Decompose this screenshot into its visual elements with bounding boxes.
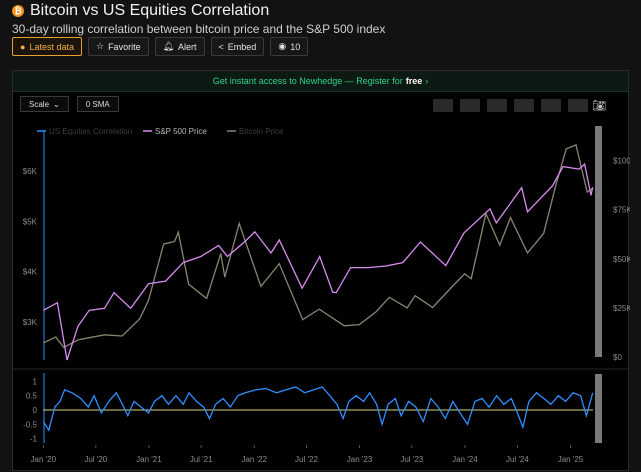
x-axis-tick-label: Jan '22 [241,455,267,464]
left-axis-tick: $4K [23,268,38,277]
range-button[interactable] [460,99,480,112]
right-axis-tick: $50K [613,255,630,264]
x-axis-tick-label: Jan '20 [31,455,57,464]
corr-axis-tick: -0.5 [23,420,37,429]
latest-data-button[interactable]: ● Latest data [12,37,82,56]
chevron-down-icon: ⌄ [53,99,60,109]
action-bar: ● Latest data ☆ Favorite 🔔︎ Alert < Embe… [12,37,309,56]
bell-icon: 🔔︎ [162,41,175,51]
chart-svg: US Equities Correlation S&P 500 Price Bitc… [13,126,630,464]
title-row: ₿ Bitcoin vs US Equities Correlation [12,2,269,20]
bitcoin-price-line [43,144,594,349]
embed-button[interactable]: < Embed [210,37,265,56]
bitcoin-small-icon: ● [20,41,26,52]
left-axis-tick: $5K [23,217,38,226]
views-count: 10 [290,41,301,52]
left-axis-tick: $3K [23,318,38,327]
share-icon: < [218,41,224,52]
camera-icon[interactable]: 📷︎ [592,100,606,112]
corr-axis-tick: 0 [33,406,38,415]
corr-axis-tick: 1 [33,377,38,386]
x-axis-tick-label: Jul '20 [84,455,107,464]
x-axis-tick-label: Jan '24 [452,455,478,464]
banner-text: Get instant access to Newhedge — Registe… [212,76,403,86]
x-axis-tick-label: Jul '21 [190,455,213,464]
scale-label: Scale [29,99,50,109]
x-axis-tick-label: Jan '23 [347,455,373,464]
right-axis-tick: $100K [613,157,630,166]
x-axis-tick-label: Jul '23 [400,455,423,464]
page-subtitle: 30-day rolling correlation between bitco… [12,22,386,36]
range-button[interactable] [568,99,588,112]
navigator-strip [595,126,602,357]
alert-button[interactable]: 🔔︎ Alert [154,37,205,56]
favorite-label: Favorite [108,41,141,52]
range-button[interactable] [433,99,453,112]
x-axis-tick-label: Jan '21 [136,455,162,464]
favorite-button[interactable]: ☆ Favorite [87,37,149,56]
right-axis-tick: $75K [613,206,630,215]
corr-axis-tick: 0.5 [26,392,38,401]
correlation-line [42,386,594,432]
range-buttons [433,99,588,112]
corr-axis-tick: -1 [30,435,38,444]
star-icon: ☆ [95,41,105,51]
left-axis-tick: $6K [23,167,38,176]
range-button[interactable] [514,99,534,112]
eye-icon: ◉ [278,41,287,51]
right-axis-tick: $25K [613,304,630,313]
right-axis-tick: $0 [613,353,622,362]
latest-data-label: Latest data [29,41,74,52]
x-axis-tick-label: Jul '22 [295,455,318,464]
embed-label: Embed [227,41,257,52]
sma-input[interactable]: 0 SMA [76,96,119,112]
x-axis-tick-label: Jan '25 [558,455,584,464]
chart-panel: Get instant access to Newhedge — Registe… [12,70,630,471]
banner-highlight: free [405,76,423,86]
register-banner[interactable]: Get instant access to Newhedge — Registe… [13,71,628,92]
bitcoin-icon: ₿ [12,5,24,17]
views-button[interactable]: ◉ 10 [270,37,309,56]
legend-label: US Equities Correlation [49,127,132,136]
page-title: Bitcoin vs US Equities Correlation [30,2,270,19]
chart-toolbar: Scale ⌄ 0 SMA [20,96,119,112]
sp500-price-line [42,162,594,361]
navigator-strip [595,374,602,443]
range-button[interactable] [541,99,561,112]
legend-label: S&P 500 Price [155,127,207,136]
scale-dropdown[interactable]: Scale ⌄ [20,96,69,112]
legend-label: Bitcoin Price [239,127,284,136]
range-button[interactable] [487,99,507,112]
alert-label: Alert [178,41,197,52]
sma-label: 0 SMA [85,99,110,109]
banner-arrow-icon: › [425,76,429,86]
x-axis-tick-label: Jul '24 [506,455,529,464]
